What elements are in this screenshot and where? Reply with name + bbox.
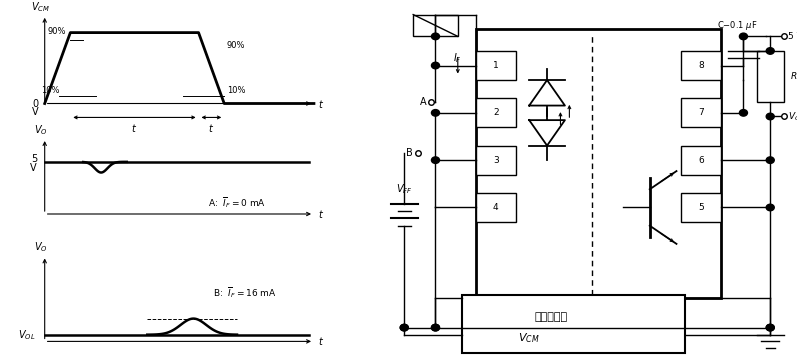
Text: 10%: 10% (227, 86, 245, 95)
Circle shape (740, 33, 748, 40)
Text: B: B (406, 148, 413, 158)
Circle shape (431, 157, 439, 163)
Text: $R_L$: $R_L$ (791, 70, 797, 83)
Text: $V_{CM}$: $V_{CM}$ (31, 0, 50, 13)
Text: $V_{CM}$: $V_{CM}$ (518, 332, 540, 345)
Text: $t$: $t$ (318, 208, 324, 220)
Text: 2: 2 (493, 108, 499, 117)
Circle shape (766, 324, 774, 331)
Text: $t$: $t$ (132, 123, 138, 134)
Text: V: V (30, 163, 37, 173)
Bar (476, 146, 516, 175)
Text: 3: 3 (493, 156, 499, 165)
Circle shape (766, 157, 774, 163)
Text: $t$: $t$ (318, 335, 324, 347)
Text: 7: 7 (698, 108, 704, 117)
Bar (681, 98, 721, 127)
Circle shape (766, 48, 774, 54)
Circle shape (766, 324, 774, 331)
Text: 4: 4 (493, 203, 499, 212)
Text: 1: 1 (493, 61, 499, 70)
Text: 8: 8 (698, 61, 704, 70)
Text: $V_O$: $V_O$ (34, 241, 48, 254)
Circle shape (740, 110, 748, 116)
Text: B:  $\overline{I}_F=16$ mA: B: $\overline{I}_F=16$ mA (213, 286, 277, 301)
Circle shape (431, 62, 439, 69)
Text: A:  $\overline{I}_F=0$ mA: A: $\overline{I}_F=0$ mA (208, 195, 266, 210)
Text: C$-$0.1 $\mu$F: C$-$0.1 $\mu$F (717, 19, 757, 32)
Text: 90%: 90% (227, 41, 245, 50)
Text: $V_O$: $V_O$ (788, 110, 797, 123)
Text: A: A (420, 97, 426, 107)
Circle shape (431, 110, 439, 116)
Circle shape (400, 324, 408, 331)
Bar (476, 193, 516, 222)
Text: $V_{FF}$: $V_{FF}$ (396, 182, 413, 196)
Bar (476, 29, 721, 298)
Bar (476, 98, 516, 127)
Text: 90%: 90% (48, 27, 66, 36)
Bar (681, 193, 721, 222)
Text: $I_F$: $I_F$ (453, 51, 462, 65)
Bar (757, 51, 783, 102)
Text: 0: 0 (32, 99, 38, 108)
Text: 脉冲产生器: 脉冲产生器 (535, 312, 568, 322)
Text: $V_O$: $V_O$ (34, 123, 48, 137)
Circle shape (766, 204, 774, 211)
Text: $t$: $t$ (318, 98, 324, 110)
Circle shape (431, 324, 439, 331)
Circle shape (431, 324, 439, 331)
Bar (413, 15, 457, 36)
Bar (476, 51, 516, 80)
Circle shape (766, 113, 774, 120)
Circle shape (400, 324, 408, 331)
Text: 5: 5 (698, 203, 704, 212)
Text: 10%: 10% (41, 86, 60, 95)
Text: 5 V: 5 V (788, 32, 797, 41)
Circle shape (431, 33, 439, 40)
Text: $V_{OL}$: $V_{OL}$ (18, 328, 36, 341)
Text: $t$: $t$ (208, 123, 214, 134)
Bar (681, 146, 721, 175)
Text: 6: 6 (698, 156, 704, 165)
Text: 5: 5 (31, 154, 37, 165)
Bar (681, 51, 721, 80)
Text: V: V (32, 107, 38, 116)
Bar (462, 295, 685, 353)
